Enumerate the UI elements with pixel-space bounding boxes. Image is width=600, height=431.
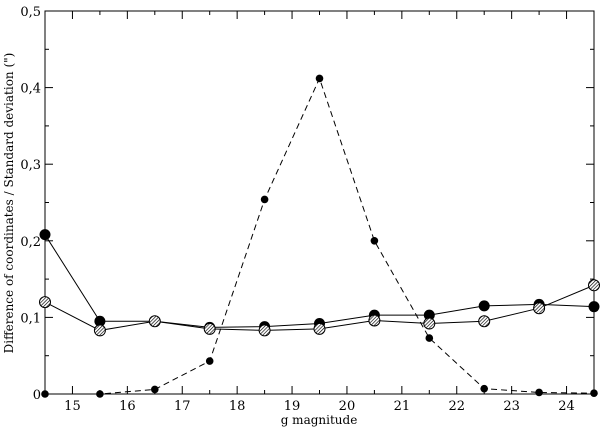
series-3	[41, 74, 598, 398]
data-point	[41, 390, 49, 398]
plot-frame	[44, 10, 595, 395]
data-point	[588, 301, 600, 313]
y-tick-label: 0	[33, 388, 41, 403]
data-point	[588, 279, 600, 292]
data-point	[315, 74, 324, 83]
y-tick-label: 0,4	[20, 82, 41, 97]
x-tick-label: 22	[448, 399, 465, 414]
x-tick-label: 15	[64, 399, 81, 414]
x-tick-label: 16	[119, 399, 136, 414]
data-point	[151, 385, 159, 394]
data-point	[423, 309, 435, 321]
data-point	[480, 384, 489, 393]
data-point	[313, 322, 326, 335]
series-line	[44, 234, 595, 328]
data-point	[535, 388, 543, 397]
data-point	[94, 315, 106, 327]
data-point	[368, 314, 381, 327]
data-point	[96, 390, 104, 398]
x-axis-title: g magnitude	[281, 413, 358, 427]
data-point	[533, 302, 546, 315]
data-point	[478, 300, 490, 312]
x-tick-label: 18	[229, 399, 246, 414]
series-line	[45, 77, 595, 395]
data-point	[478, 315, 491, 328]
data-point	[260, 195, 269, 204]
series-1	[39, 229, 600, 333]
y-tick-label: 0,2	[20, 235, 41, 250]
data-point	[425, 334, 434, 342]
data-point	[370, 237, 379, 245]
y-tick-label: 0,3	[20, 158, 41, 173]
x-tick-label: 24	[558, 399, 575, 414]
y-tick-label: 0,1	[20, 311, 41, 326]
data-point	[203, 322, 216, 335]
data-point	[423, 317, 436, 330]
data-point	[93, 324, 106, 337]
x-tick-label: 23	[503, 399, 520, 414]
data-point	[258, 324, 271, 337]
data-point	[205, 357, 214, 365]
data-point	[39, 229, 51, 241]
y-tick-label: 0,5	[20, 5, 41, 20]
x-tick-label: 20	[339, 399, 356, 414]
y-axis-title: Difference of coordinates / Standard dev…	[2, 53, 16, 354]
x-tick-label: 19	[284, 399, 301, 414]
x-tick-label: 17	[174, 399, 191, 414]
x-tick-label: 21	[394, 399, 411, 414]
series-2	[39, 279, 600, 337]
data-point	[39, 296, 51, 309]
data-point	[590, 389, 598, 398]
data-point	[148, 315, 161, 328]
